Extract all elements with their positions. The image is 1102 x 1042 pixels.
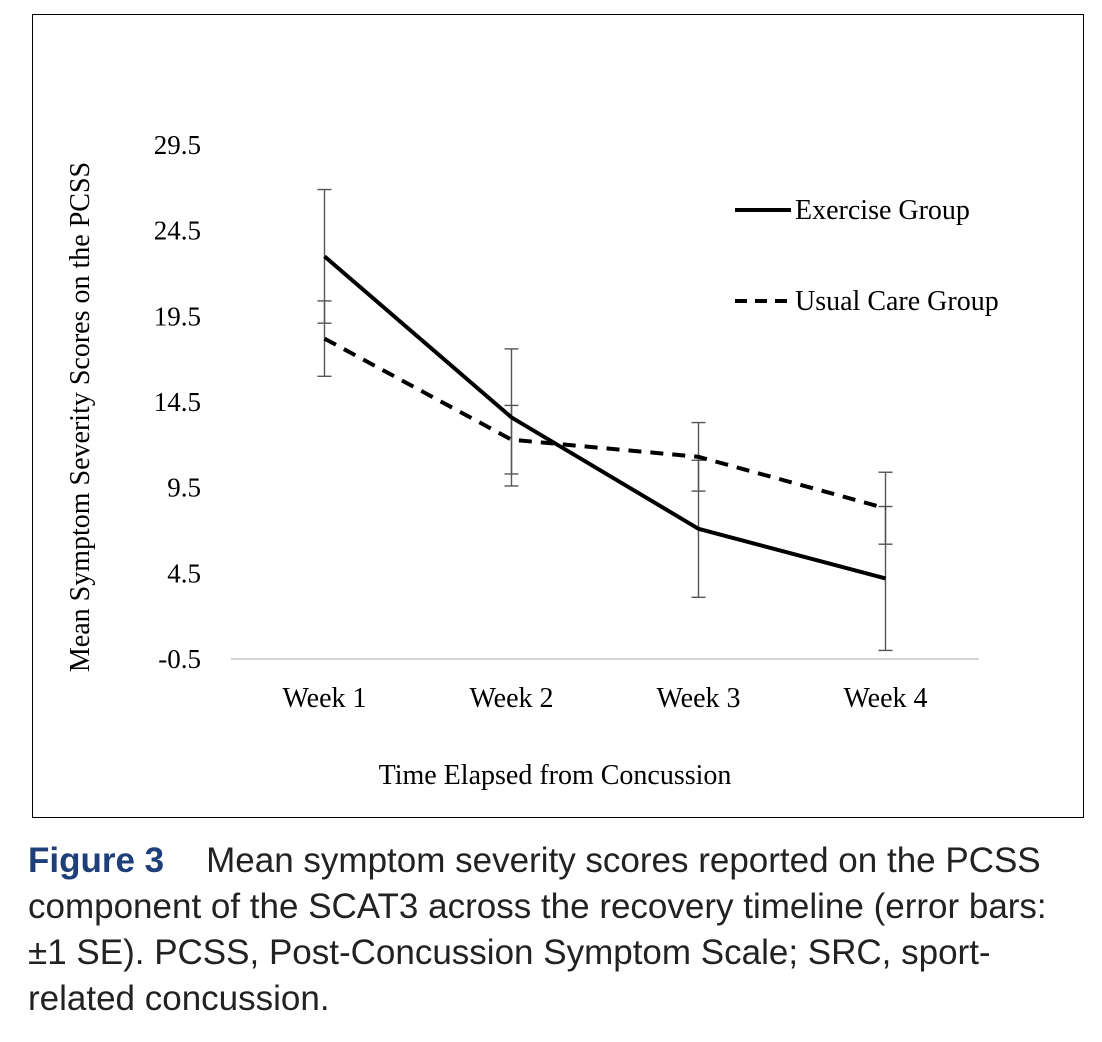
legend-label: Exercise Group	[795, 195, 970, 226]
caption-label: Figure 3	[28, 841, 165, 880]
series-line-usual-care	[323, 336, 887, 511]
y-tick-label: 14.5	[154, 387, 201, 417]
y-tick-label: 29.5	[154, 130, 201, 160]
y-tick-label: 9.5	[167, 473, 201, 503]
y-tick-label: 24.5	[154, 216, 201, 246]
legend-label: Usual Care Group	[795, 286, 999, 317]
x-tick-label: Week 2	[469, 683, 553, 714]
error-bar	[878, 471, 893, 545]
x-tick-label: Week 1	[282, 683, 366, 714]
figure-caption: Figure 3 Mean symptom severity scores rep…	[28, 838, 1078, 1022]
figure-frame: 29.5 24.5 19.5 14.5 9.5 4.5 -0.5 Week 1 Week 2 We…	[32, 14, 1084, 818]
x-tick-label: Week 4	[843, 683, 927, 714]
x-axis-title: Time Elapsed from Concussion	[379, 760, 732, 791]
y-tick-label: -0.5	[158, 644, 201, 674]
y-tick-label: 4.5	[167, 558, 201, 588]
line-chart: 29.5 24.5 19.5 14.5 9.5 4.5 -0.5 Week 1 Week 2 We…	[65, 130, 999, 791]
y-tick-label: 19.5	[154, 301, 201, 331]
x-tick-label: Week 3	[656, 683, 740, 714]
y-axis-title: Mean Symptom Severity Scores on the PCSS	[65, 162, 96, 672]
caption-text: Mean symptom severity scores reported on…	[28, 841, 1047, 1018]
series-line-exercise	[323, 254, 887, 581]
